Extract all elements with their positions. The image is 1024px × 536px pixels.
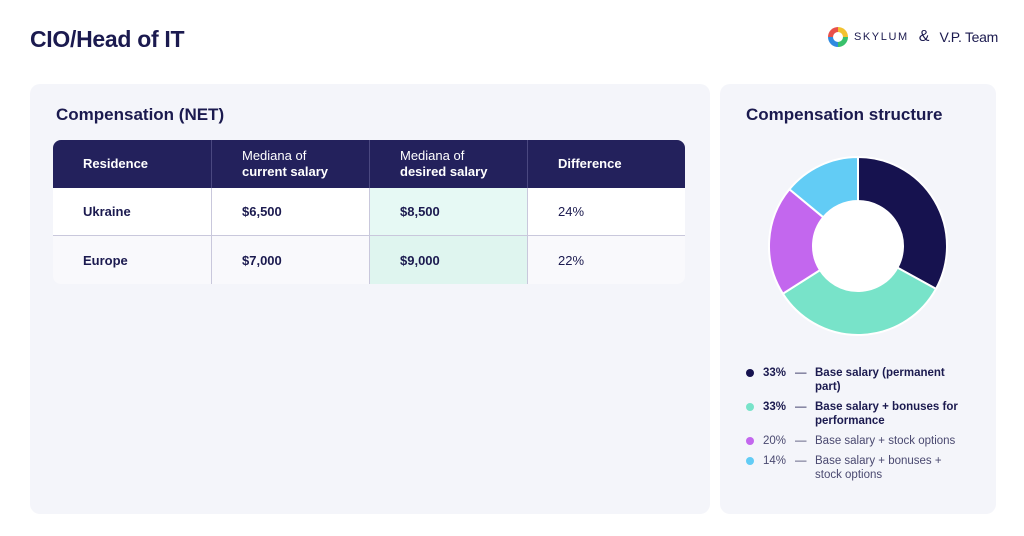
column-header-residence: Residence xyxy=(53,140,211,188)
compensation-table: Residence Mediana of current salary Media… xyxy=(53,140,685,284)
column-header-desired-salary: Mediana of desired salary xyxy=(369,140,527,188)
cell-desired-salary: $8,500 xyxy=(369,188,527,236)
compensation-structure-panel: Compensation structure 33% — Base salary (… xyxy=(720,84,996,514)
legend-percent: 20% xyxy=(763,435,787,447)
cell-desired-salary: $9,000 xyxy=(369,236,527,284)
legend-dot-icon xyxy=(746,403,754,411)
legend-item: 33% — Base salary (permanent part) xyxy=(746,366,986,394)
table-row: Ukraine $6,500 $8,500 24% xyxy=(53,188,685,236)
legend-dash: — xyxy=(795,455,807,467)
donut-chart-svg xyxy=(768,155,948,336)
column-header-difference: Difference xyxy=(527,140,685,188)
legend-percent: 33% xyxy=(763,401,787,413)
legend-percent: 14% xyxy=(763,455,787,467)
cell-residence: Europe xyxy=(53,236,211,284)
skylum-logo-icon xyxy=(827,27,848,47)
legend-item: 14% — Base salary + bonuses + stock option… xyxy=(746,454,986,482)
legend-dash: — xyxy=(795,367,807,379)
legend-label: Base salary + bonuses for performance xyxy=(815,401,958,427)
page-title: CIO/Head of IT xyxy=(30,26,185,52)
donut-hole xyxy=(813,201,903,291)
ampersand: & xyxy=(918,28,930,45)
legend-item: 33% — Base salary + bonuses for performanc… xyxy=(746,400,986,428)
donut-chart xyxy=(768,155,948,336)
legend-item: 20% — Base salary + stock options xyxy=(746,434,986,448)
brand-logos: SKYLUM & V.P. Team xyxy=(827,24,998,50)
cell-difference: 22% xyxy=(527,236,685,284)
legend-percent: 33% xyxy=(763,367,787,379)
compensation-heading: Compensation (NET) xyxy=(56,105,225,124)
legend-dot-icon xyxy=(746,437,754,445)
cell-current-salary: $7,000 xyxy=(211,236,369,284)
table-header-row: Residence Mediana of current salary Media… xyxy=(53,140,685,188)
skylum-brand-text: SKYLUM xyxy=(853,31,909,43)
donut-slice-4 xyxy=(788,155,859,219)
cell-current-salary: $6,500 xyxy=(211,188,369,236)
column-header-current-salary: Mediana of current salary xyxy=(211,140,369,188)
cell-difference: 24% xyxy=(527,188,685,236)
vp-team-brand-text: V.P. Team xyxy=(939,29,998,45)
legend-dash: — xyxy=(795,401,807,413)
legend-dot-icon xyxy=(746,457,754,465)
table-row: Europe $7,000 $9,000 22% xyxy=(53,236,685,284)
legend-dash: — xyxy=(795,435,807,447)
legend-label: Base salary + stock options xyxy=(815,435,956,447)
chart-title: Compensation structure xyxy=(746,105,943,124)
cell-residence: Ukraine xyxy=(53,188,211,236)
legend-label: Base salary + bonuses + stock options xyxy=(815,455,942,481)
chart-legend: 33% — Base salary (permanent part) 33% — Base… xyxy=(746,366,986,488)
compensation-panel: Compensation (NET) Residence Mediana of c… xyxy=(30,84,710,514)
legend-dot-icon xyxy=(746,369,754,377)
legend-label: Base salary (permanent part) xyxy=(815,367,945,393)
